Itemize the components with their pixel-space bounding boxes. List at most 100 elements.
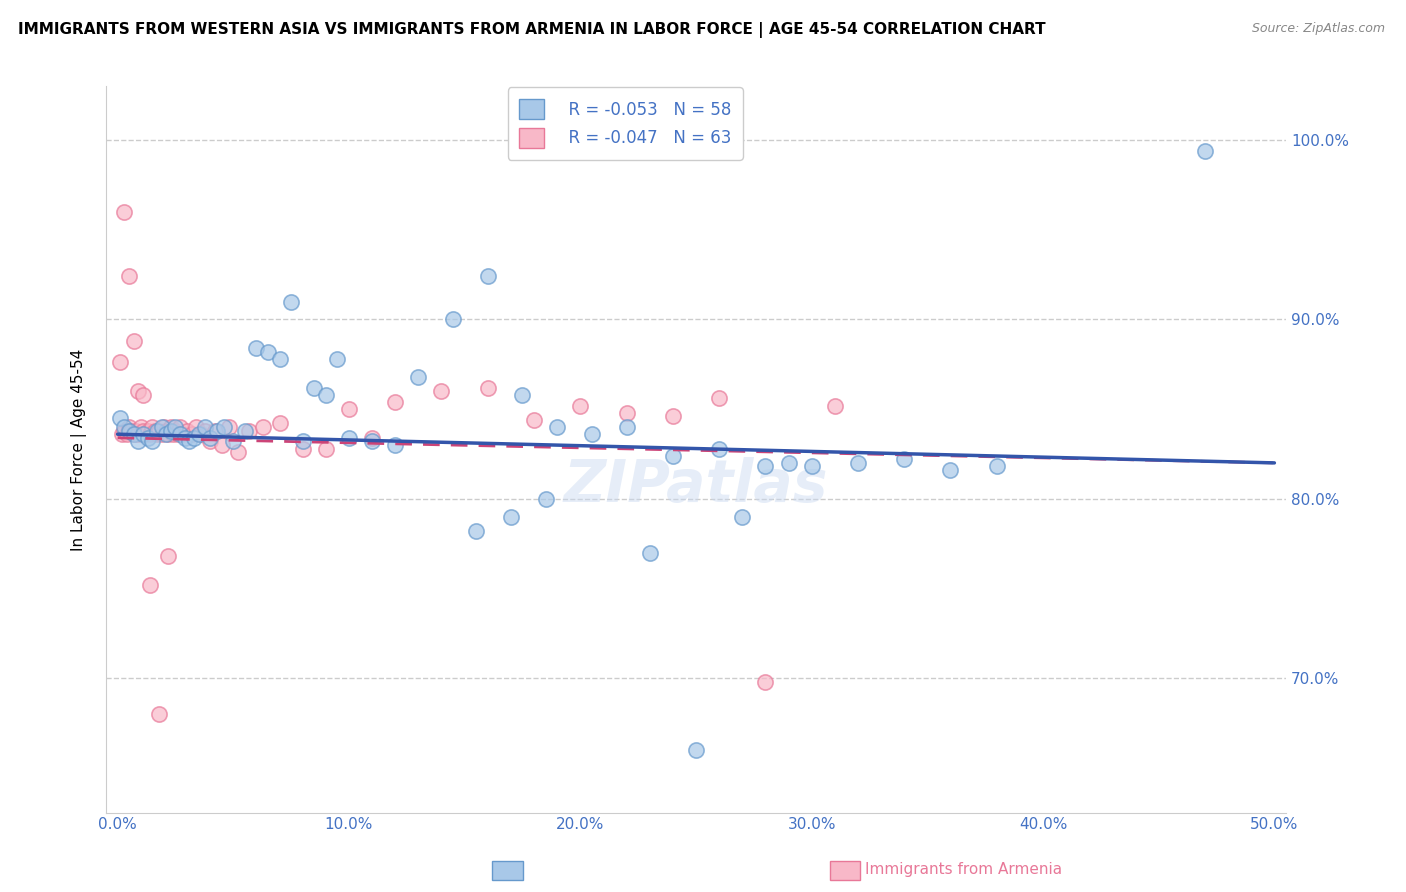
Point [204, 424, 226, 438]
Point [159, 420, 181, 434]
Point [127, 427, 149, 442]
Point [754, 674, 776, 689]
Point [337, 402, 360, 417]
Point [198, 431, 221, 445]
Point [118, 269, 141, 284]
Point [194, 420, 217, 434]
Point [986, 459, 1008, 474]
Point [141, 420, 163, 434]
Point [238, 424, 260, 438]
Point [129, 420, 152, 434]
Point [465, 524, 488, 538]
Point [115, 427, 138, 442]
Point [662, 409, 685, 424]
Point [616, 420, 638, 434]
Point [139, 427, 162, 442]
Point [132, 424, 155, 438]
Point [180, 427, 202, 442]
Point [824, 399, 846, 413]
Point [146, 427, 169, 442]
Point [176, 424, 198, 438]
Point [569, 399, 592, 413]
Point [114, 205, 136, 219]
Point [226, 445, 249, 459]
Point [291, 434, 314, 449]
Point [155, 427, 177, 442]
Point [233, 424, 256, 438]
Text: Source: ZipAtlas.com: Source: ZipAtlas.com [1251, 22, 1385, 36]
Point [132, 388, 155, 402]
Point [148, 706, 170, 721]
Point [685, 743, 707, 757]
Point [778, 456, 800, 470]
Point [187, 427, 209, 442]
Point [136, 424, 159, 438]
Point [132, 427, 155, 442]
Point [1194, 144, 1216, 158]
Point [108, 411, 131, 425]
Point [125, 424, 148, 438]
Point [159, 424, 181, 438]
Point [186, 420, 208, 434]
Point [146, 424, 169, 438]
Point [183, 431, 205, 445]
Point [205, 424, 228, 438]
Point [198, 434, 221, 449]
Point [118, 420, 141, 434]
Point [143, 424, 166, 438]
Legend:   R = -0.053   N = 58,   R = -0.047   N = 63: R = -0.053 N = 58, R = -0.047 N = 63 [508, 87, 742, 160]
Point [939, 463, 962, 477]
Point [707, 392, 730, 406]
Point [122, 427, 145, 442]
Point [269, 417, 291, 431]
Text: IMMIGRANTS FROM WESTERN ASIA VS IMMIGRANTS FROM ARMENIA IN LABOR FORCE | AGE 45-: IMMIGRANTS FROM WESTERN ASIA VS IMMIGRAN… [18, 22, 1046, 38]
Point [361, 431, 384, 445]
Point [127, 434, 149, 449]
Point [153, 420, 176, 434]
Point [546, 420, 568, 434]
Point [315, 442, 337, 456]
Point [361, 434, 384, 449]
Point [136, 431, 159, 445]
Point [477, 269, 499, 284]
Point [616, 406, 638, 420]
Point [179, 434, 201, 449]
Point [499, 509, 522, 524]
Point [169, 420, 191, 434]
Point [141, 434, 163, 449]
Point [190, 427, 212, 442]
Point [150, 427, 173, 442]
Point [337, 431, 360, 445]
Y-axis label: In Labor Force | Age 45-54: In Labor Force | Age 45-54 [72, 348, 87, 550]
Point [731, 509, 754, 524]
Point [127, 384, 149, 399]
Point [512, 388, 534, 402]
Point [165, 424, 187, 438]
Point [257, 344, 280, 359]
Point [173, 431, 195, 445]
Point [245, 341, 267, 355]
Point [166, 427, 188, 442]
Point [315, 388, 337, 402]
Point [114, 420, 136, 434]
Point [114, 424, 136, 438]
Point [108, 355, 131, 369]
Point [165, 420, 187, 434]
Point [302, 381, 325, 395]
Point [218, 420, 240, 434]
Point [150, 420, 173, 434]
Point [269, 351, 291, 366]
Point [172, 427, 194, 442]
Point [800, 459, 823, 474]
Point [157, 427, 180, 442]
Point [707, 442, 730, 456]
Point [638, 545, 661, 559]
Point [846, 456, 869, 470]
Point [384, 395, 406, 409]
Point [523, 413, 546, 427]
Point [157, 549, 180, 563]
Point [148, 424, 170, 438]
Point [662, 449, 685, 463]
Point [122, 334, 145, 348]
Text: ZIPatlas: ZIPatlas [564, 458, 828, 515]
